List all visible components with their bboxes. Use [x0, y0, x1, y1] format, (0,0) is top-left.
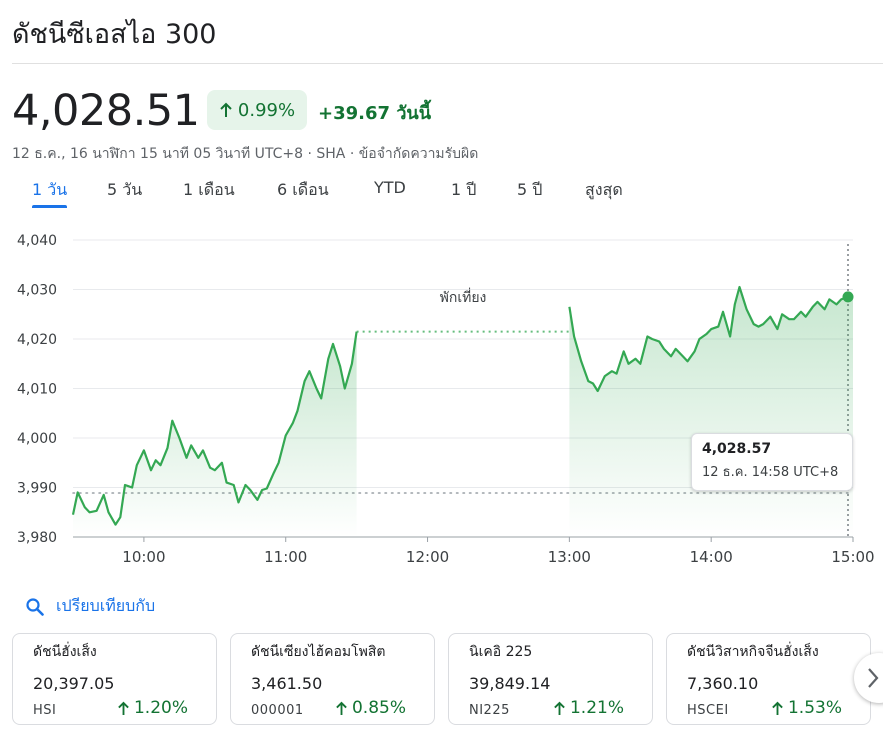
card-symbol: NI225	[469, 703, 510, 718]
arrow-up-icon	[118, 701, 129, 715]
absolute-change-value: +39.67	[318, 103, 391, 124]
series-area-morning	[73, 331, 357, 537]
x-tick-label: 15:00	[831, 548, 874, 566]
card-symbol: HSI	[33, 703, 57, 718]
card-symbol: 000001	[251, 703, 304, 718]
tab-5-days[interactable]: 5 วัน	[107, 180, 143, 199]
card-change-value: 1.53%	[787, 698, 842, 718]
search-icon	[26, 597, 44, 616]
related-index-card[interactable]: นิเคอิ 225 39,849.14 NI225 1.21%	[448, 633, 653, 725]
x-tick-label: 10:00	[122, 548, 165, 566]
arrow-up-icon	[554, 701, 565, 715]
y-tick-label: 3,990	[17, 481, 57, 497]
tab-6-months[interactable]: 6 เดือน	[277, 180, 329, 199]
absolute-change: +39.67 วันนี้	[318, 98, 431, 127]
quote-metadata: 12 ธ.ค., 16 นาฬิกา 15 นาที 05 วินาที UTC…	[12, 146, 479, 162]
series-line-afternoon	[568, 285, 854, 393]
card-change-value: 0.85%	[351, 698, 406, 718]
related-index-card[interactable]: ดัชนีเซียงไฮ้คอมโพสิต 3,461.50 000001 0.…	[230, 633, 435, 725]
card-change-value: 1.21%	[569, 698, 624, 718]
compare-button[interactable]: เปรียบเทียบกับ	[26, 594, 155, 619]
arrow-up-icon	[772, 701, 783, 715]
card-change: 1.20%	[117, 698, 188, 718]
price-chart[interactable]: 4,040 4,030 4,020 4,010 4,000 3,990 3,980 10:00…	[0, 225, 883, 575]
y-tick-label: 4,020	[17, 332, 57, 348]
card-name: ดัชนีฮั่งเส็ง	[33, 644, 97, 660]
x-tick-label: 11:00	[264, 548, 307, 566]
tooltip-time: 12 ธ.ค. 14:58 UTC+8	[702, 465, 839, 480]
card-name: ดัชนีวิสาหกิจจีนฮั่งเส็ง	[687, 644, 819, 660]
card-name: นิเคอิ 225	[469, 644, 533, 660]
series-area-afternoon	[569, 287, 853, 537]
tab-max[interactable]: สูงสุด	[585, 180, 623, 199]
chevron-right-icon	[868, 668, 879, 688]
card-name: ดัชนีเซียงไฮ้คอมโพสิต	[251, 644, 386, 660]
chart-tooltip: 4,028.57 12 ธ.ค. 14:58 UTC+8	[691, 433, 853, 491]
tab-ytd[interactable]: YTD	[374, 178, 406, 197]
tab-1-month[interactable]: 1 เดือน	[183, 180, 235, 199]
period-label: วันนี้	[396, 103, 432, 124]
card-change: 1.21%	[553, 698, 624, 718]
tooltip-value: 4,028.57	[702, 441, 772, 457]
percent-change-badge: 0.99%	[207, 90, 307, 130]
y-tick-label: 3,980	[17, 530, 57, 546]
card-value: 3,461.50	[251, 674, 323, 693]
y-tick-label: 4,040	[17, 233, 57, 249]
y-tick-label: 4,010	[17, 382, 57, 398]
arrow-up-icon	[336, 701, 347, 715]
x-tick-label: 12:00	[406, 548, 449, 566]
header-divider	[12, 63, 883, 64]
y-tick-label: 4,000	[17, 431, 57, 447]
related-index-card[interactable]: ดัชนีฮั่งเส็ง 20,397.05 HSI 1.20%	[12, 633, 217, 725]
card-change: 1.53%	[771, 698, 842, 718]
current-point-marker	[842, 291, 854, 303]
series-line-morning	[71, 331, 358, 526]
card-value: 7,360.10	[687, 674, 759, 693]
lunch-break-label: พักเที่ยง	[440, 288, 487, 306]
card-change-value: 1.20%	[133, 698, 188, 718]
tab-5-years[interactable]: 5 ปี	[517, 180, 543, 199]
tab-1-day[interactable]: 1 วัน	[32, 178, 68, 208]
compare-label: เปรียบเทียบกับ	[56, 596, 156, 615]
percent-change-value: 0.99%	[237, 99, 296, 121]
arrow-up-icon	[220, 102, 232, 117]
card-value: 39,849.14	[469, 674, 551, 693]
current-price: 4,028.51	[12, 86, 200, 136]
card-value: 20,397.05	[33, 674, 115, 693]
x-tick-label: 13:00	[548, 548, 591, 566]
y-tick-label: 4,030	[17, 283, 57, 299]
card-symbol: HSCEI	[687, 703, 729, 718]
tab-1-year[interactable]: 1 ปี	[451, 180, 477, 199]
x-tick-label: 14:00	[690, 548, 733, 566]
page-title: ดัชนีซีเอสไอ 300	[12, 19, 217, 50]
related-index-card[interactable]: ดัชนีวิสาหกิจจีนฮั่งเส็ง 7,360.10 HSCEI …	[666, 633, 871, 725]
card-change: 0.85%	[335, 698, 406, 718]
